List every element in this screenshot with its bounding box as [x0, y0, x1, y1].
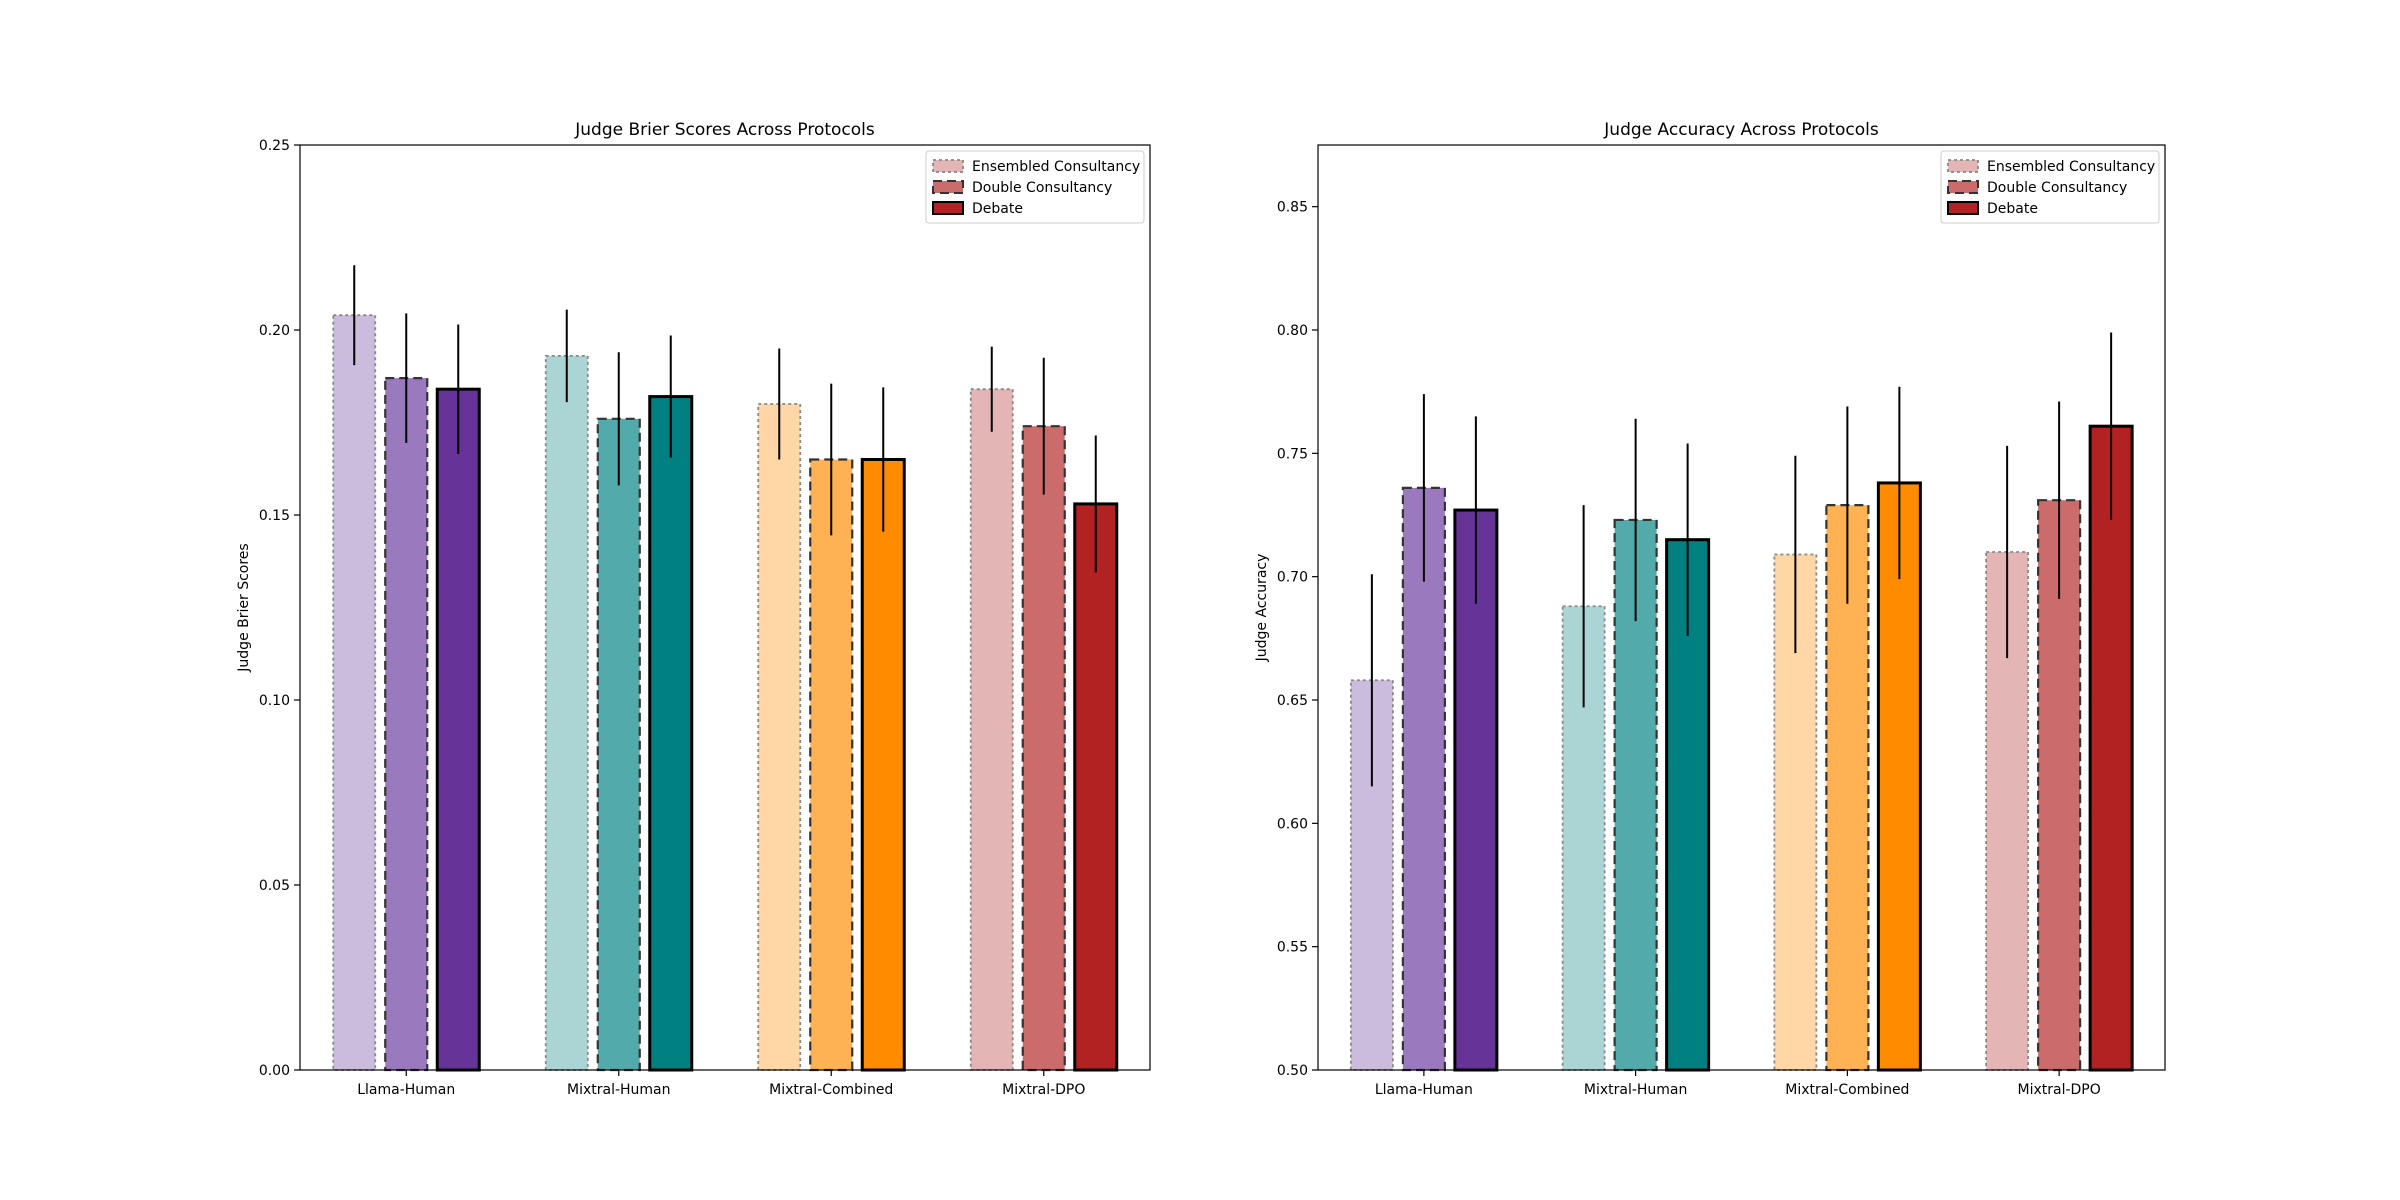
legend-swatch-debate — [1947, 201, 1979, 215]
accuracy-chart: Judge Accuracy Across Protocols Judge Acc… — [1254, 120, 2166, 1098]
chart-title: Judge Accuracy Across Protocols — [1603, 120, 1879, 140]
bar-mixtral-human-ensembled-consultancy — [544, 354, 589, 1071]
legend-swatch-ensembled-consultancy — [1947, 159, 1979, 173]
x-tick-label: Mixtral-Human — [567, 1082, 671, 1098]
bar-mixtral-human-debate — [648, 395, 694, 1072]
brier-score-chart: Judge Brier Scores Across Protocols Judge… — [236, 120, 1151, 1098]
plot-frame — [1317, 144, 2166, 1071]
y-tick-label: 0.00 — [259, 1063, 290, 1079]
bar-mixtral-dpo-double-consultancy — [1021, 425, 1066, 1072]
legend-box — [1940, 150, 2160, 224]
y-axis-label: Judge Accuracy — [1254, 554, 1270, 663]
y-tick-label: 0.05 — [259, 878, 290, 894]
y-tick-label: 0.20 — [259, 323, 290, 339]
legend-label-double-consultancy: Double Consultancy — [972, 180, 1112, 196]
bar-mixtral-combined-ensembled-consultancy — [757, 403, 802, 1071]
bar-mixtral-human-double-consultancy — [596, 417, 641, 1072]
y-tick-label: 0.25 — [259, 138, 290, 154]
y-tick-label: 0.75 — [1277, 446, 1308, 462]
plot-frame — [299, 144, 1151, 1071]
x-tick-label: Mixtral-Human — [1584, 1082, 1688, 1098]
legend-box — [925, 150, 1145, 224]
x-tick-label: Mixtral-DPO — [2017, 1082, 2100, 1098]
bar-mixtral-dpo-debate — [1073, 502, 1119, 1072]
legend-label-debate: Debate — [1987, 201, 2038, 217]
bar-llama-human-ensembled-consultancy — [332, 314, 377, 1071]
y-tick-label: 0.65 — [1277, 693, 1308, 709]
y-tick-label: 0.10 — [259, 693, 290, 709]
x-tick-label: Llama-Human — [1375, 1082, 1473, 1098]
legend-swatch-double-consultancy — [932, 180, 964, 194]
y-tick-label: 0.15 — [259, 508, 290, 524]
bar-mixtral-dpo-debate — [2088, 424, 2134, 1072]
y-tick-label: 0.85 — [1277, 200, 1308, 216]
bar-mixtral-dpo-ensembled-consultancy — [969, 388, 1014, 1071]
x-tick-label: Llama-Human — [357, 1082, 455, 1098]
y-tick-label: 0.80 — [1277, 323, 1308, 339]
x-tick-label: Mixtral-Combined — [769, 1082, 893, 1098]
bar-llama-human-double-consultancy — [384, 377, 429, 1072]
bar-mixtral-combined-double-consultancy — [809, 458, 854, 1072]
y-axis-label: Judge Brier Scores — [236, 543, 252, 672]
chart-title: Judge Brier Scores Across Protocols — [574, 120, 875, 140]
bar-llama-human-debate — [435, 387, 481, 1072]
legend-label-debate: Debate — [972, 201, 1023, 217]
y-tick-label: 0.55 — [1277, 940, 1308, 956]
bar-mixtral-combined-debate — [860, 458, 906, 1072]
legend-label-ensembled-consultancy: Ensembled Consultancy — [972, 159, 1140, 175]
legend-swatch-debate — [932, 201, 964, 215]
y-tick-label: 0.50 — [1277, 1063, 1308, 1079]
x-tick-label: Mixtral-DPO — [1002, 1082, 1085, 1098]
y-tick-label: 0.70 — [1277, 570, 1308, 586]
x-tick-label: Mixtral-Combined — [1785, 1082, 1909, 1098]
y-tick-label: 0.60 — [1277, 816, 1308, 832]
legend-swatch-ensembled-consultancy — [932, 159, 964, 173]
legend-label-ensembled-consultancy: Ensembled Consultancy — [1987, 159, 2155, 175]
bar-mixtral-combined-debate — [1876, 481, 1922, 1072]
legend-label-double-consultancy: Double Consultancy — [1987, 180, 2127, 196]
legend-swatch-double-consultancy — [1947, 180, 1979, 194]
